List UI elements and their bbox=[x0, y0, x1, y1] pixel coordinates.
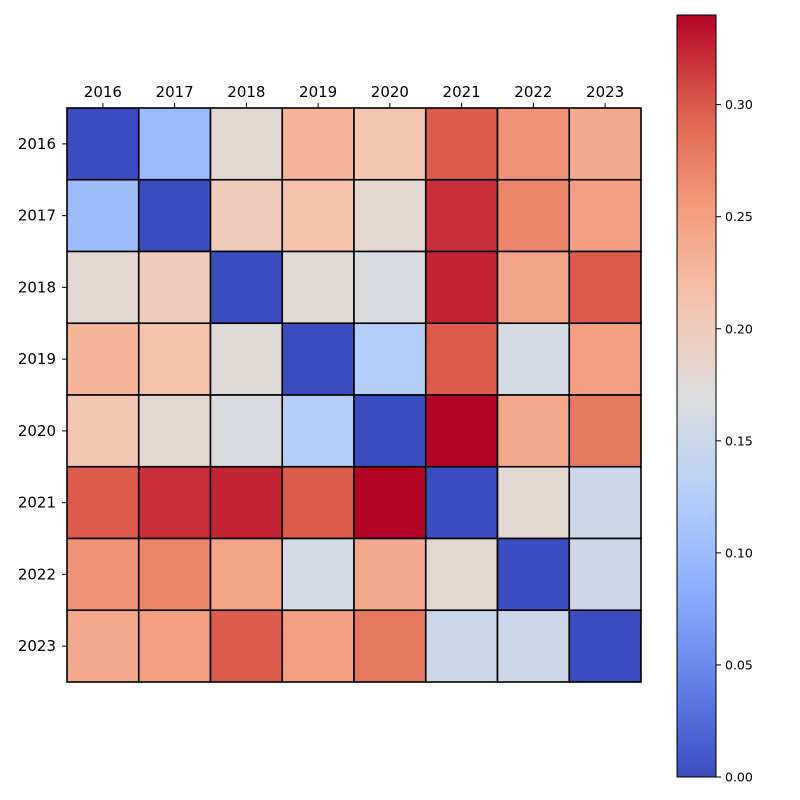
heatmap-cell-2016-2019 bbox=[281, 107, 355, 181]
colorbar-gradient bbox=[676, 14, 717, 778]
heatmap-cell-2023-2022 bbox=[496, 609, 571, 683]
colorbar-tick-label: 0.10 bbox=[725, 545, 753, 560]
x-tick-label: 2016 bbox=[84, 83, 122, 101]
heatmap-cell-2022-2021 bbox=[424, 537, 499, 612]
colorbar: 0.00 0.05 0.10 0.15 0.20 0.25 0.30 bbox=[676, 14, 753, 785]
heatmap-cell-2021-2018 bbox=[209, 465, 284, 540]
heatmap-cell-2020-2020 bbox=[353, 394, 427, 468]
x-tick-label: 2020 bbox=[371, 83, 409, 101]
heatmap-cell-2016-2021 bbox=[424, 107, 499, 181]
heatmap-cell-2016-2020 bbox=[353, 107, 427, 181]
heatmap-cell-2018-2022 bbox=[496, 250, 571, 325]
y-tick-label: 2017 bbox=[18, 207, 56, 225]
heatmap-cell-2019-2021 bbox=[424, 322, 499, 396]
heatmap-cell-2022-2023 bbox=[568, 537, 642, 612]
heatmap-cell-2022-2016 bbox=[66, 537, 140, 612]
heatmap-cell-2016-2023 bbox=[568, 107, 642, 181]
y-tick-label: 2023 bbox=[18, 637, 56, 655]
heatmap-cell-2016-2018 bbox=[209, 107, 284, 181]
y-tick-label: 2022 bbox=[18, 565, 56, 583]
heatmap-cell-2020-2023 bbox=[568, 394, 642, 468]
heatmap-cell-2021-2022 bbox=[496, 465, 571, 540]
heatmap-cell-2021-2016 bbox=[66, 465, 140, 540]
colorbar-tick-label: 0.25 bbox=[725, 209, 753, 224]
heatmap-cell-2018-2016 bbox=[66, 250, 140, 325]
heatmap-cell-2023-2018 bbox=[209, 609, 284, 683]
x-tick-label: 2023 bbox=[586, 83, 624, 101]
x-tick-label: 2019 bbox=[299, 83, 337, 101]
heatmap-cell-2018-2020 bbox=[353, 250, 427, 325]
heatmap-cell-2017-2017 bbox=[137, 178, 212, 253]
y-tick-label: 2018 bbox=[18, 278, 56, 296]
heatmap-cell-2020-2016 bbox=[66, 394, 140, 468]
colorbar-tick-label: 0.05 bbox=[725, 657, 753, 672]
x-tick-label: 2021 bbox=[443, 83, 481, 101]
y-axis-ticks: 2016 2017 2018 2019 2020 2021 2022 2023 bbox=[18, 135, 67, 655]
heatmap-cell-2023-2023 bbox=[568, 609, 642, 683]
heatmap-cell-2022-2019 bbox=[281, 537, 355, 612]
heatmap-cell-2019-2016 bbox=[66, 322, 140, 396]
heatmap-cell-2017-2018 bbox=[209, 178, 284, 253]
x-tick-label: 2022 bbox=[514, 83, 552, 101]
heatmap-cell-2017-2021 bbox=[424, 178, 499, 253]
heatmap-cell-2018-2019 bbox=[281, 250, 355, 325]
y-tick-label: 2021 bbox=[18, 494, 56, 512]
heatmap-cell-2016-2017 bbox=[137, 107, 212, 181]
heatmap-cell-2020-2019 bbox=[281, 394, 355, 468]
heatmap-cell-2021-2019 bbox=[281, 465, 355, 540]
heatmap-cell-2022-2022 bbox=[496, 537, 571, 612]
x-tick-label: 2017 bbox=[156, 83, 194, 101]
colorbar-tick-label: 0.20 bbox=[725, 321, 753, 336]
heatmap-cell-2019-2017 bbox=[137, 322, 212, 396]
heatmap-cell-2017-2019 bbox=[281, 178, 355, 253]
heatmap-cell-2019-2022 bbox=[496, 322, 571, 396]
heatmap-cell-2016-2022 bbox=[496, 107, 571, 181]
heatmap-cell-2023-2016 bbox=[66, 609, 140, 683]
heatmap-cells bbox=[66, 107, 642, 683]
heatmap-cell-2020-2022 bbox=[496, 394, 571, 468]
heatmap-cell-2023-2020 bbox=[353, 609, 427, 683]
colorbar-tick-label: 0.30 bbox=[725, 97, 753, 112]
heatmap-cell-2018-2023 bbox=[568, 250, 642, 325]
heatmap-cell-2017-2023 bbox=[568, 178, 642, 253]
heatmap-cell-2017-2022 bbox=[496, 178, 571, 253]
heatmap-cell-2022-2020 bbox=[353, 537, 427, 612]
colorbar-tick-label: 0.15 bbox=[725, 433, 753, 448]
heatmap-cell-2021-2021 bbox=[424, 465, 499, 540]
heatmap-cell-2020-2018 bbox=[209, 394, 284, 468]
heatmap-cell-2021-2017 bbox=[137, 465, 212, 540]
y-tick-label: 2020 bbox=[18, 422, 56, 440]
heatmap-cell-2023-2019 bbox=[281, 609, 355, 683]
y-tick-label: 2019 bbox=[18, 350, 56, 368]
heatmap-cell-2018-2018 bbox=[209, 250, 284, 325]
heatmap-cell-2017-2016 bbox=[66, 178, 140, 253]
heatmap-cell-2016-2016 bbox=[66, 107, 140, 181]
heatmap-cell-2023-2021 bbox=[424, 609, 499, 683]
heatmap-cell-2019-2020 bbox=[353, 322, 427, 396]
heatmap-cell-2021-2023 bbox=[568, 465, 642, 540]
x-axis-ticks: 2016 2017 2018 2019 2020 2021 2022 2023 bbox=[84, 83, 624, 108]
heatmap-cell-2022-2017 bbox=[137, 537, 212, 612]
heatmap-cell-2021-2020 bbox=[353, 465, 427, 540]
y-tick-label: 2016 bbox=[18, 135, 56, 153]
heatmap-cell-2019-2018 bbox=[209, 322, 284, 396]
heatmap-cell-2022-2018 bbox=[209, 537, 284, 612]
heatmap-cell-2020-2021 bbox=[424, 394, 499, 468]
heatmap-cell-2023-2017 bbox=[137, 609, 212, 683]
heatmap-cell-2018-2021 bbox=[424, 250, 499, 325]
heatmap-cell-2017-2020 bbox=[353, 178, 427, 253]
heatmap-cell-2020-2017 bbox=[137, 394, 212, 468]
x-tick-label: 2018 bbox=[227, 83, 265, 101]
heatmap-cell-2018-2017 bbox=[137, 250, 212, 325]
colorbar-tick-label: 0.00 bbox=[725, 770, 753, 785]
heatmap-cell-2019-2019 bbox=[281, 322, 355, 396]
heatmap-cell-2019-2023 bbox=[568, 322, 642, 396]
